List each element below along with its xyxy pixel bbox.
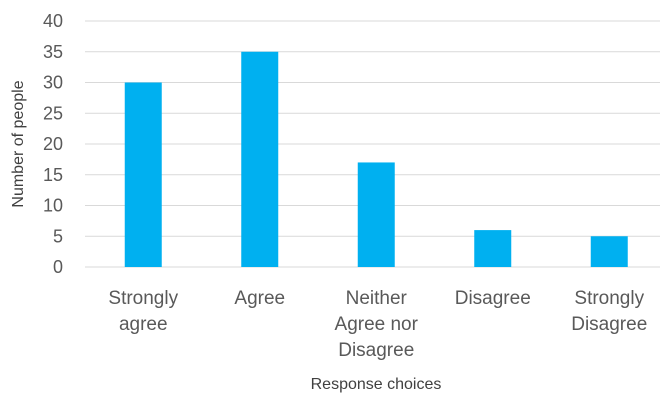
y-axis-title: Number of people xyxy=(10,80,27,207)
y-tick-label: 25 xyxy=(43,103,63,123)
x-axis-title: Response choices xyxy=(311,376,442,393)
x-category-label: Agree xyxy=(234,288,285,309)
y-tick-label: 5 xyxy=(53,226,63,246)
bar xyxy=(474,230,512,267)
x-category-label-line: Disagree xyxy=(571,314,647,335)
gridlines xyxy=(85,20,660,268)
bar xyxy=(590,236,628,267)
bar xyxy=(124,82,162,267)
x-category-label: Neither Agree nor Disagree xyxy=(335,288,419,361)
y-tick-label: 35 xyxy=(43,42,63,62)
x-category-label-line: Strongly xyxy=(108,288,178,309)
x-category-label-line: Agree xyxy=(234,288,285,309)
y-tick-label: 20 xyxy=(43,134,63,154)
x-category-label-line: agree xyxy=(119,314,168,335)
y-tick-label: 15 xyxy=(43,165,63,185)
x-category-label: Strongly Disagree xyxy=(571,288,647,335)
x-category-label: Disagree xyxy=(455,288,531,309)
bars xyxy=(124,51,628,267)
x-category-label-line: Disagree xyxy=(455,288,531,309)
x-category-label-line: Strongly xyxy=(574,288,644,309)
x-category-label: Strongly agree xyxy=(108,288,178,335)
y-tick-label: 30 xyxy=(43,73,63,93)
x-category-label-line: Agree nor xyxy=(335,314,419,335)
bar xyxy=(357,162,395,267)
bar xyxy=(241,51,279,267)
y-tick-label: 40 xyxy=(43,11,63,31)
y-axis-ticks: 0 5 10 15 20 25 30 35 40 xyxy=(43,11,63,277)
y-tick-label: 0 xyxy=(53,257,63,277)
x-category-label-line: Disagree xyxy=(338,340,414,361)
x-axis-categories: Strongly agree Agree Neither Agree nor Disagr… xyxy=(108,288,647,361)
y-tick-label: 10 xyxy=(43,196,63,216)
x-category-label-line: Neither xyxy=(346,288,408,309)
